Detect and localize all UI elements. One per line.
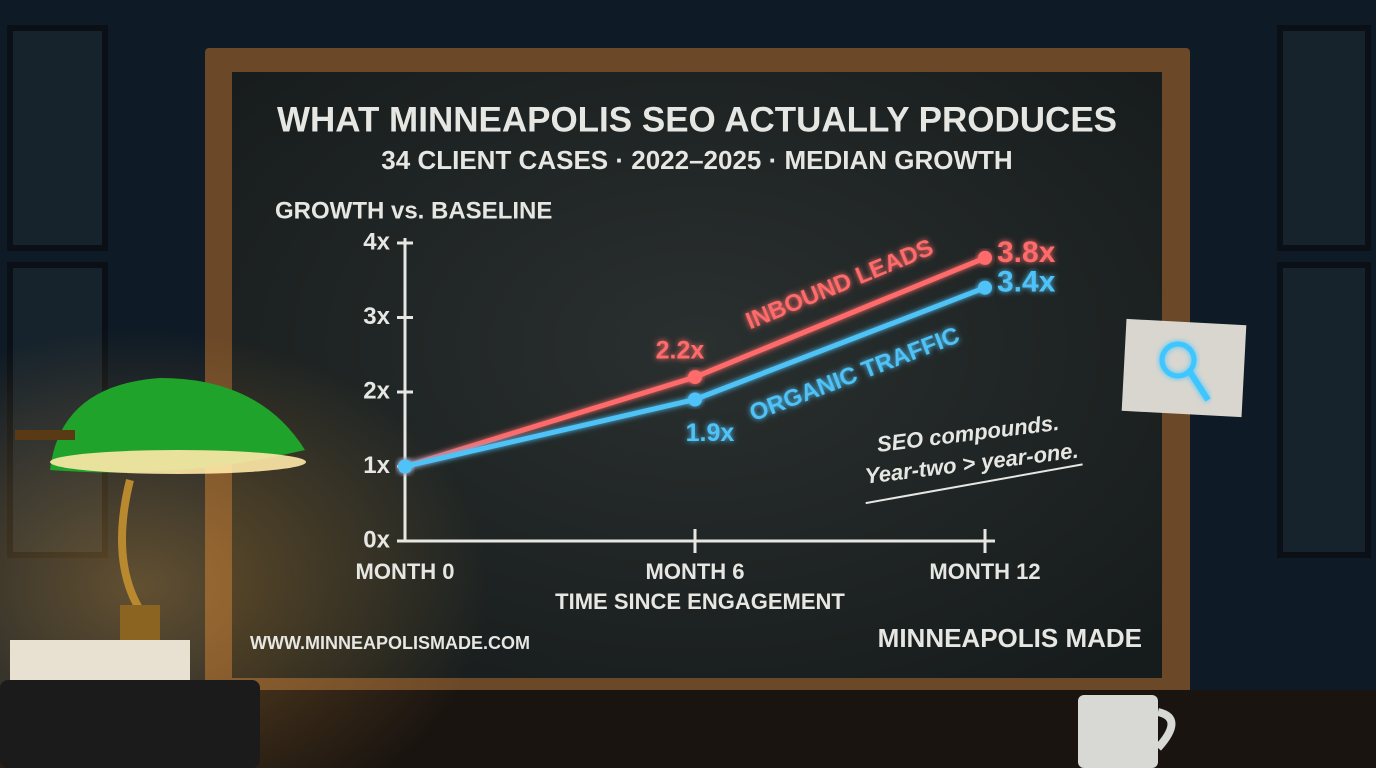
value-label: 3.8x (997, 236, 1056, 269)
value-label: 1.9x (686, 419, 735, 447)
x-axis-label: TIME SINCE ENGAGEMENT (555, 589, 845, 614)
y-tick-label: 1x (363, 452, 390, 479)
footer-left: WWW.MINNEAPOLISMADE.COM (250, 633, 530, 653)
data-point (978, 250, 992, 265)
x-tick-label: MONTH 0 (356, 559, 455, 584)
y-axis-label: GROWTH vs. BASELINE (275, 197, 552, 224)
mug (1078, 695, 1176, 768)
value-label: 3.4x (997, 266, 1056, 299)
data-point (398, 459, 412, 474)
value-label: 2.2x (656, 337, 705, 365)
chart-subtitle: 34 CLIENT CASES · 2022–2025 · MEDIAN GRO… (381, 145, 1012, 175)
sticky-note (1121, 318, 1247, 418)
data-point (978, 280, 992, 295)
y-tick-label: 2x (363, 377, 390, 404)
data-point (688, 370, 702, 385)
typewriter (0, 640, 260, 768)
chart-title: WHAT MINNEAPOLIS SEO ACTUALLY PRODUCES (277, 100, 1117, 139)
y-tick-label: 3x (363, 303, 390, 330)
x-tick-label: MONTH 6 (646, 559, 745, 584)
data-point (688, 392, 702, 407)
y-tick-label: 0x (363, 526, 390, 553)
footer-right: MINNEAPOLIS MADE (878, 623, 1142, 653)
lamp (15, 378, 306, 640)
x-tick-label: MONTH 12 (929, 559, 1040, 584)
y-tick-label: 4x (363, 228, 390, 255)
